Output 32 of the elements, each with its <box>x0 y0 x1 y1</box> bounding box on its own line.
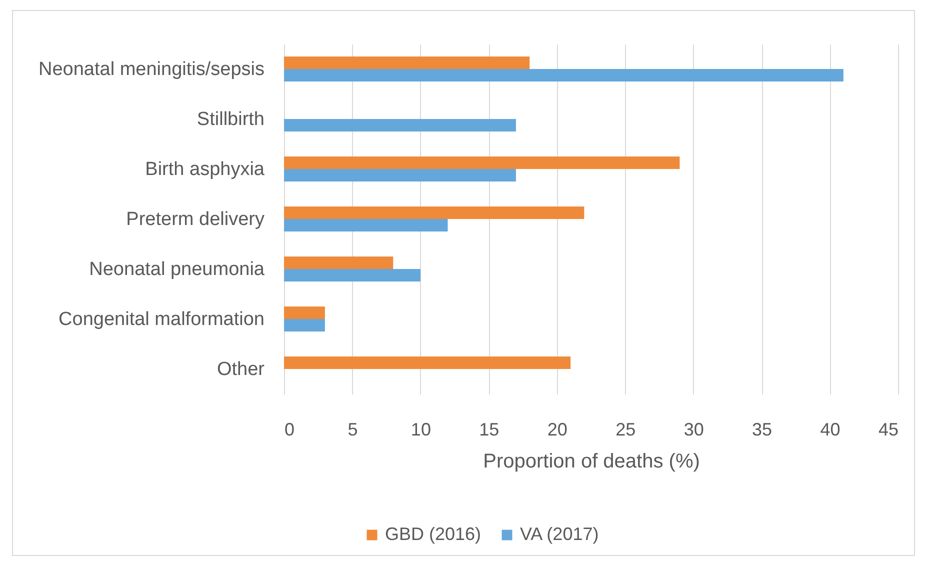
x-tick-label: 45 <box>878 420 898 440</box>
x-tick-label: 15 <box>479 420 500 440</box>
bar <box>284 169 516 182</box>
y-tick-label: Neonatal pneumonia <box>89 259 265 280</box>
x-tick-label: 0 <box>284 420 295 440</box>
y-tick-label: Stillbirth <box>196 109 264 130</box>
bar <box>284 119 516 132</box>
bar <box>284 56 530 69</box>
bar <box>284 319 325 332</box>
x-axis-title: Proportion of deaths (%) <box>483 450 700 472</box>
bar <box>284 356 571 369</box>
bar <box>284 156 680 169</box>
x-tick-label: 40 <box>820 420 840 440</box>
y-tick-label: Other <box>216 359 266 380</box>
bar <box>284 206 584 219</box>
x-tick-label: 10 <box>410 420 431 440</box>
y-tick-label: Neonatal meningitis/sepsis <box>38 59 264 80</box>
y-tick-label: Birth asphyxia <box>145 159 265 180</box>
bar <box>284 219 448 232</box>
x-tick-label: 5 <box>348 420 358 440</box>
x-tick-label: 35 <box>752 420 772 440</box>
bar <box>284 69 844 82</box>
legend-label: VA (2017) <box>520 524 599 544</box>
x-tick-label: 30 <box>684 420 704 440</box>
bar <box>284 269 420 282</box>
bar <box>284 306 325 319</box>
x-tick-label: 20 <box>547 420 568 440</box>
y-tick-label: Preterm delivery <box>126 209 265 230</box>
legend-label: GBD (2016) <box>385 524 482 544</box>
x-tick-label: 25 <box>616 420 636 440</box>
y-tick-label: Congenital malformation <box>58 309 264 330</box>
bar <box>284 256 394 269</box>
